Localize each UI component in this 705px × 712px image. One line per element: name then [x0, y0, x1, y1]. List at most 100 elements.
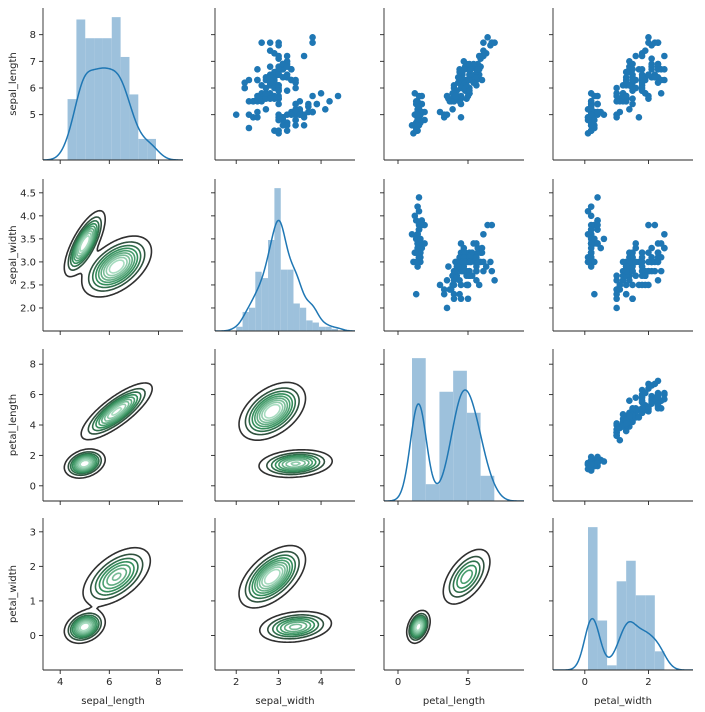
kde-contour — [244, 387, 326, 476]
y-axis-label: sepal_width — [8, 225, 19, 284]
kde-contour — [410, 564, 478, 638]
scatter-point — [283, 52, 291, 60]
scatter-point — [473, 267, 480, 275]
kde-contour — [258, 399, 306, 469]
scatter-point — [638, 404, 646, 412]
scatter-point — [254, 66, 261, 73]
kde-contour — [67, 216, 146, 292]
scatter-point — [626, 258, 633, 266]
kde-contour — [77, 403, 127, 469]
histogram-bar — [425, 484, 440, 501]
kde-contour — [69, 557, 139, 640]
x-axis-label: sepal_width — [255, 696, 314, 707]
scatter-point — [309, 34, 316, 41]
scatter-point — [645, 385, 652, 392]
scatter-point — [645, 249, 652, 256]
kde-contour — [71, 222, 139, 286]
scatter-point — [418, 92, 426, 100]
histogram-bar — [588, 527, 598, 670]
scatter-point — [412, 127, 420, 134]
scatter-point — [309, 108, 316, 116]
scatter-point — [275, 87, 282, 94]
scatter-point — [584, 207, 592, 215]
scatter-point — [474, 66, 482, 73]
histogram-bar — [85, 38, 95, 160]
scatter-point — [474, 244, 482, 252]
scatter-point — [587, 98, 595, 105]
scatter-point — [414, 111, 421, 118]
histogram-bar — [280, 269, 288, 331]
y-tick-label: 5 — [30, 110, 36, 121]
y-tick-label: 3.0 — [20, 257, 36, 268]
scatter-point — [613, 277, 620, 284]
scatter-point — [638, 52, 646, 60]
kde-contour — [79, 406, 123, 468]
kde-contour — [63, 382, 153, 479]
scatter-point — [464, 295, 472, 303]
scatter-point — [632, 240, 640, 247]
scatter-point — [275, 100, 282, 108]
y-tick-label: 0 — [30, 631, 36, 642]
scatter-point — [412, 98, 420, 105]
scatter-point — [641, 267, 649, 275]
scatter-point — [622, 290, 630, 298]
scatter-point — [587, 122, 595, 129]
scatter-point — [626, 106, 633, 113]
scatter-point — [587, 103, 595, 110]
scatter-point — [266, 63, 274, 70]
histogram-bar — [120, 56, 130, 160]
scatter-point — [464, 281, 472, 289]
scatter-point — [300, 122, 308, 129]
panel-sepal_width-vs-petal_width — [584, 194, 668, 312]
scatter-point — [414, 116, 421, 124]
x-tick-label: 4 — [318, 677, 324, 688]
scatter-point — [591, 258, 598, 266]
scatter-point — [648, 60, 655, 68]
histogram-bar — [412, 358, 426, 501]
scatter-point — [415, 194, 423, 201]
kde-contour — [63, 546, 152, 645]
scatter-point — [460, 66, 468, 73]
histogram-bar — [439, 391, 454, 501]
scatter-point — [275, 52, 282, 60]
histogram-bar — [255, 271, 262, 331]
kde-contour — [409, 560, 481, 640]
histogram-bar — [147, 138, 156, 160]
scatter-point — [305, 103, 312, 110]
scatter-point — [638, 398, 646, 406]
scatter-point — [584, 230, 592, 238]
scatter-point — [473, 253, 480, 261]
kde-contour — [408, 555, 485, 641]
kde-contour — [414, 620, 423, 633]
scatter-point — [594, 226, 601, 233]
scatter-point — [262, 90, 270, 97]
scatter-point — [587, 212, 595, 220]
scatter-point — [488, 267, 496, 275]
scatter-point — [591, 116, 598, 124]
scatter-point — [648, 244, 655, 252]
scatter-point — [415, 103, 423, 110]
scatter-point — [587, 111, 595, 118]
panel-petal_length-vs-petal_length — [384, 358, 524, 501]
scatter-point — [470, 79, 477, 86]
kde-contour — [263, 568, 281, 585]
scatter-point — [322, 106, 329, 113]
scatter-point — [296, 111, 304, 118]
scatter-point — [275, 71, 282, 78]
scatter-point — [266, 95, 274, 102]
kde-contour — [73, 564, 132, 637]
scatter-point — [622, 420, 630, 427]
x-tick-label: 5 — [465, 677, 471, 688]
y-axis-label: petal_width — [8, 565, 19, 623]
kde-contour — [261, 401, 301, 467]
scatter-point — [594, 217, 601, 224]
scatter-point — [258, 39, 265, 46]
scatter-point — [600, 235, 608, 243]
scatter-point — [275, 116, 282, 124]
scatter-point — [457, 240, 465, 247]
scatter-point — [283, 87, 291, 94]
scatter-point — [645, 221, 652, 229]
scatter-point — [594, 453, 601, 461]
panel-petal_width-vs-petal_width — [553, 527, 693, 670]
